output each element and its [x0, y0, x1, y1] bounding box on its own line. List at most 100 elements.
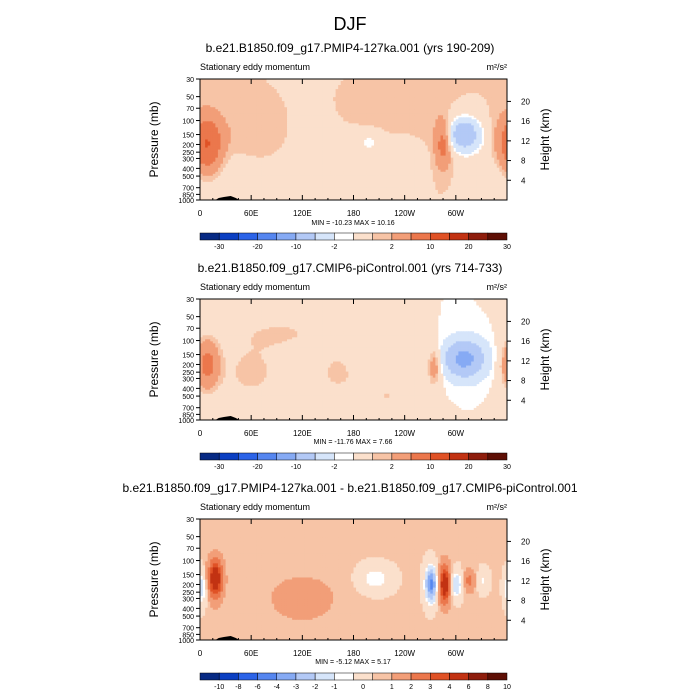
min-max-stats: MIN = -5.12 MAX = 5.17 [315, 659, 391, 666]
min-max-stats: MIN = -11.76 MAX = 7.66 [314, 439, 393, 446]
height-tick-label: 4 [521, 616, 526, 625]
colorbar-label: 20 [465, 244, 473, 251]
x-tick-label: 60W [448, 649, 465, 658]
colorbar-box [218, 452, 239, 461]
colorbar-label: 2 [390, 464, 394, 471]
y-tick-label: 700 [182, 186, 194, 193]
topography [215, 416, 240, 420]
height-tick-label: 20 [521, 97, 530, 106]
colorbar-box [218, 232, 239, 241]
colorbar-label: -4 [274, 684, 280, 691]
colorbar-label: -6 [254, 684, 260, 691]
y-tick-label: 150 [182, 573, 194, 580]
x-tick-label: 0 [198, 209, 203, 218]
colorbar-box [468, 672, 489, 681]
x-tick-label: 180 [347, 209, 361, 218]
y-tick-label: 70 [186, 326, 194, 333]
y-tick-label: 850 [182, 632, 194, 639]
x-tick-label: 0 [198, 429, 203, 438]
colorbar-box [391, 452, 412, 461]
height-tick-label: 12 [521, 357, 530, 366]
height-axis-label: Height (km) [538, 108, 552, 170]
panels: b.e21.B1850.f09_g17.PMIP4-127ka.001 (yrs… [123, 41, 578, 691]
colorbar-label: 6 [467, 684, 471, 691]
height-tick-label: 8 [521, 377, 526, 386]
height-tick-label: 8 [521, 157, 526, 166]
x-tick-label: 120E [293, 209, 312, 218]
colorbar-box [334, 672, 354, 681]
colorbar-label: 30 [503, 244, 511, 251]
topography [215, 196, 240, 200]
y-tick-label: 100 [182, 119, 194, 126]
colorbar-box [314, 452, 335, 461]
y-tick-label: 700 [182, 626, 194, 633]
y-tick-label: 50 [186, 95, 194, 102]
panel-left-string: Stationary eddy momentum [200, 282, 310, 292]
colorbar-label: -1 [331, 684, 337, 691]
colorbar-label: -30 [214, 244, 224, 251]
y-tick-label: 150 [182, 353, 194, 360]
colorbar-label: 30 [503, 464, 511, 471]
colorbar-box [199, 452, 220, 461]
contour-field [200, 519, 508, 641]
y-tick-label: 500 [182, 614, 194, 621]
height-tick-label: 16 [521, 337, 530, 346]
colorbar-box [372, 232, 393, 241]
x-tick-label: 60E [244, 209, 258, 218]
colorbar-label: -8 [235, 684, 241, 691]
colorbar-label: 4 [447, 684, 451, 691]
panel-title: b.e21.B1850.f09_g17.PMIP4-127ka.001 (yrs… [206, 41, 495, 55]
height-axis-label: Height (km) [538, 328, 552, 390]
y-tick-label: 850 [182, 412, 194, 419]
colorbar-box [295, 672, 316, 681]
panel-left-string: Stationary eddy momentum [200, 62, 310, 72]
panel-3: b.e21.B1850.f09_g17.PMIP4-127ka.001 - b.… [123, 481, 578, 691]
colorbar-box [353, 672, 373, 681]
y-tick-label: 70 [186, 546, 194, 553]
y-tick-label: 500 [182, 394, 194, 401]
panel-2: b.e21.B1850.f09_g17.CMIP6-piControl.001 … [147, 261, 552, 471]
panel-units: m²/s² [487, 282, 508, 292]
colorbar-box [449, 672, 469, 681]
y-axis-label: Pressure (mb) [147, 321, 161, 397]
colorbar: -10 -8 -6 -4 -3 -2 -1 0 1 2 3 4 6 8 10 [199, 672, 511, 691]
x-tick-label: 120E [293, 429, 312, 438]
y-tick-label: 200 [182, 582, 194, 589]
y-tick-label: 100 [182, 559, 194, 566]
colorbar-box [468, 232, 489, 241]
colorbar-box [410, 232, 431, 241]
y-tick-label: 500 [182, 174, 194, 181]
y-tick-label: 250 [182, 590, 194, 597]
height-tick-label: 16 [521, 557, 530, 566]
colorbar-label: -2 [312, 684, 318, 691]
colorbar-label: 2 [390, 244, 394, 251]
panel-title: b.e21.B1850.f09_g17.CMIP6-piControl.001 … [198, 261, 503, 275]
y-tick-label: 300 [182, 156, 194, 163]
y-tick-label: 30 [186, 77, 194, 84]
x-tick-label: 180 [347, 429, 361, 438]
colorbar-box [257, 232, 277, 241]
colorbar-box [449, 452, 469, 461]
panel-left-string: Stationary eddy momentum [200, 502, 310, 512]
y-tick-label: 200 [182, 142, 194, 149]
colorbar-label: -10 [291, 464, 301, 471]
colorbar: -30 -20 -10 -2 2 10 20 30 [199, 232, 511, 251]
colorbar-label: 8 [486, 684, 490, 691]
x-tick-label: 60W [448, 209, 465, 218]
colorbar-box [487, 452, 508, 461]
panel-1: b.e21.B1850.f09_g17.PMIP4-127ka.001 (yrs… [147, 41, 552, 251]
colorbar-label: -10 [291, 244, 301, 251]
colorbar-box [430, 232, 450, 241]
colorbar-box [295, 232, 316, 241]
y-tick-label: 300 [182, 596, 194, 603]
y-tick-label: 100 [182, 339, 194, 346]
colorbar: -30 -20 -10 -2 2 10 20 30 [199, 452, 511, 471]
height-tick-label: 12 [521, 137, 530, 146]
colorbar-box [199, 672, 220, 681]
colorbar-box [410, 672, 431, 681]
y-axis-label: Pressure (mb) [147, 101, 161, 177]
height-tick-label: 8 [521, 597, 526, 606]
colorbar-label: -3 [293, 684, 299, 691]
figure-title: DJF [334, 14, 367, 34]
